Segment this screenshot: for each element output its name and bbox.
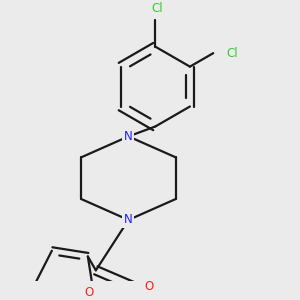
Text: Cl: Cl xyxy=(151,2,163,16)
Text: O: O xyxy=(145,280,154,293)
Text: O: O xyxy=(85,286,94,299)
Text: Cl: Cl xyxy=(227,47,239,60)
Text: N: N xyxy=(124,130,133,143)
Text: N: N xyxy=(124,213,133,226)
